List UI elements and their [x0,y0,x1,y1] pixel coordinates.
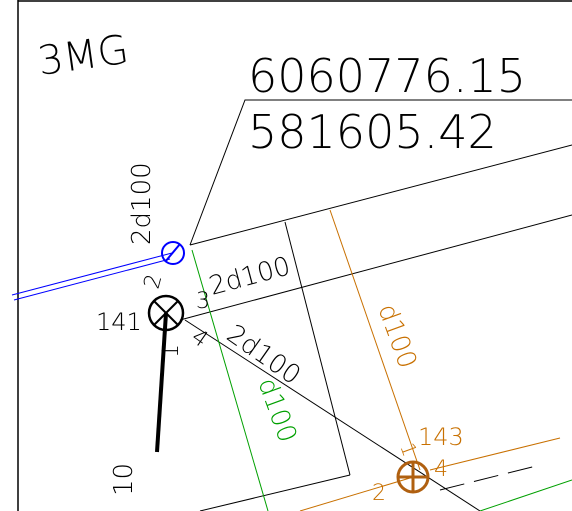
northing: 6060776.15 [248,49,526,103]
pipe-label: 2d100 [127,162,157,245]
connection-number: 4 [434,457,448,482]
connection-number: 1 [159,344,184,358]
connection-number: 3 [196,289,210,314]
easting: 581605.42 [248,105,497,159]
node-label: 141 [96,308,142,336]
lead-label: 10 [109,463,139,496]
node-label: 143 [418,423,464,451]
cad-drawing: 3MG 6060776.15 581605.42 2d100 2d100 2d1… [0,0,572,511]
connection-number: 2 [372,481,386,506]
